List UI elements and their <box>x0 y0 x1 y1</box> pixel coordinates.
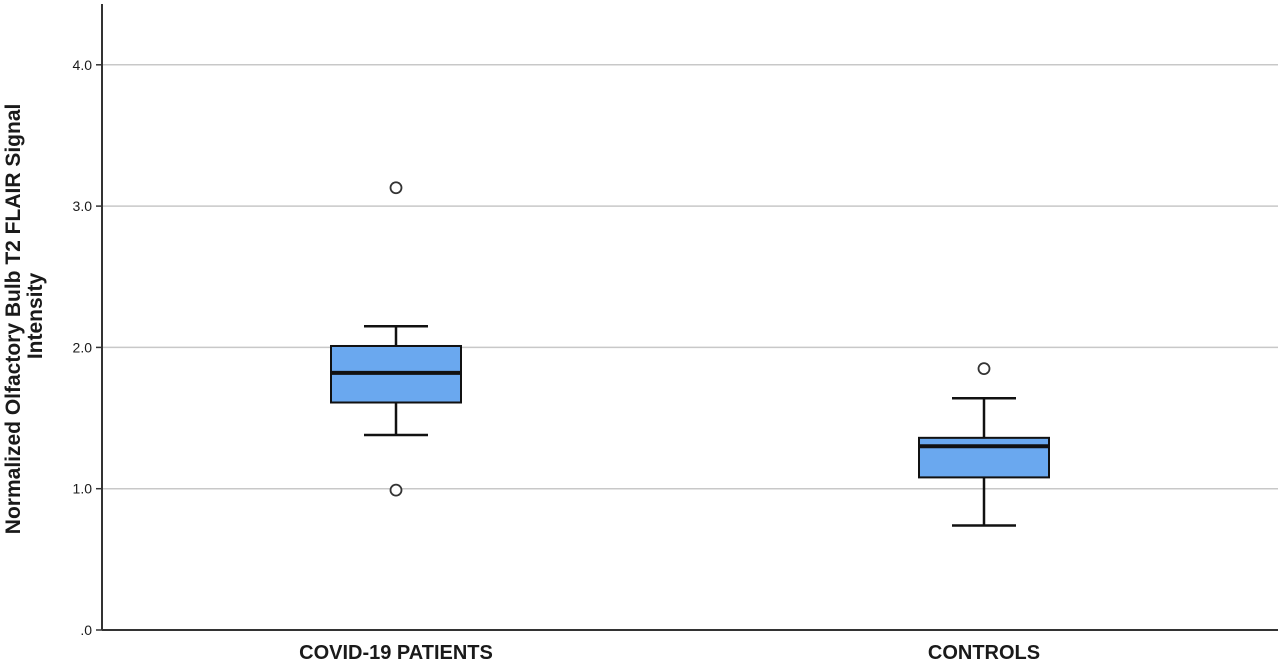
y-axis-title: Normalized Olfactory Bulb T2 FLAIR Signa… <box>2 98 47 534</box>
box-1 <box>330 181 462 497</box>
y-axis-title-line-1: Normalized Olfactory Bulb T2 FLAIR Signa… <box>2 104 25 535</box>
outlier-point <box>389 181 403 195</box>
gridlines <box>102 64 1278 490</box>
y-tick-label: .0 <box>80 622 92 638</box>
y-tick-labels: .0 1.0 2.0 3.0 4.0 <box>73 57 102 638</box>
y-axis-title-line-2: Intensity <box>24 273 47 360</box>
y-tick-label: 4.0 <box>73 57 93 73</box>
category-label: COVID-19 PATIENTS <box>299 642 493 663</box>
box-2 <box>918 362 1050 527</box>
outlier-point <box>389 483 403 497</box>
category-labels: COVID-19 PATIENTS CONTROLS <box>299 642 1040 663</box>
outlier-point <box>977 362 991 375</box>
boxes <box>330 181 1050 527</box>
iqr-box <box>918 436 1050 479</box>
category-label: CONTROLS <box>928 642 1040 663</box>
y-tick-label: 1.0 <box>73 481 93 497</box>
y-tick-label: 3.0 <box>73 198 93 214</box>
y-tick-label: 2.0 <box>73 339 93 355</box>
